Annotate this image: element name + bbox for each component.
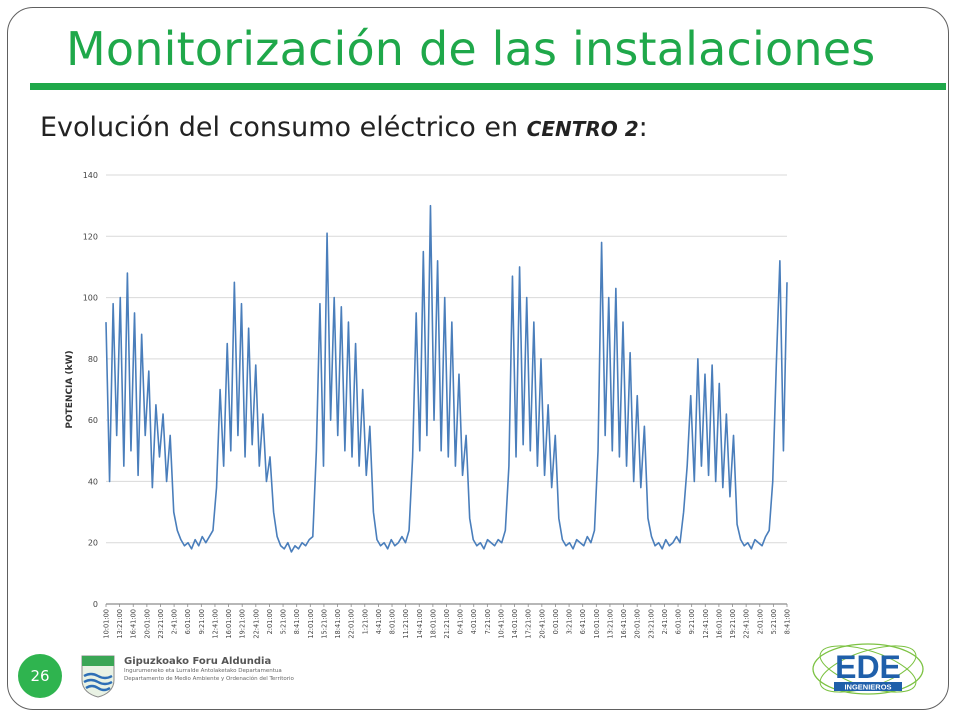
x-tick-label: 6:41:00 [579, 609, 587, 634]
x-tick-label: 6:01:00 [675, 609, 683, 634]
x-tick-label: 19:21:00 [729, 609, 737, 639]
y-tick-label: 80 [88, 355, 98, 364]
x-tick-label: 22:01:00 [348, 609, 356, 639]
x-tick-label: 21:21:00 [443, 609, 451, 639]
x-tick-label: 23:21:00 [647, 609, 655, 639]
x-tick-label: 9:21:00 [688, 609, 696, 634]
gipuzkoa-logo-name: Gipuzkoako Foru Aldundia [124, 656, 272, 667]
y-tick-label: 40 [88, 477, 98, 486]
slide-subtitle: Evolución del consumo eléctrico en CENTR… [40, 112, 648, 143]
x-tick-label: 12:41:00 [211, 609, 219, 639]
x-tick-label: 18:41:00 [334, 609, 342, 639]
x-tick-label: 3:21:00 [566, 609, 574, 634]
x-tick-label: 7:21:00 [484, 609, 492, 634]
x-tick-label: 22:41:00 [743, 609, 751, 639]
x-tick-label: 19:21:00 [239, 609, 247, 639]
y-tick-label: 60 [88, 416, 98, 425]
page-number-badge: 26 [18, 654, 62, 698]
gipuzkoa-shield-logo [81, 655, 115, 698]
x-tick-label: 16:01:00 [225, 609, 233, 639]
x-tick-label: 8:01:00 [389, 609, 397, 634]
x-tick-label: 8:41:00 [293, 609, 301, 634]
x-tick-label: 23:21:00 [157, 609, 165, 639]
x-tick-label: 0:01:00 [552, 609, 560, 634]
y-tick-label: 120 [83, 232, 98, 241]
y-tick-label: 100 [83, 294, 98, 303]
x-tick-label: 11:21:00 [402, 609, 410, 639]
x-tick-label: 13:21:00 [606, 609, 614, 639]
x-tick-label: 12:41:00 [702, 609, 710, 639]
x-tick-label: 5:21:00 [770, 609, 778, 634]
x-tick-label: 16:41:00 [130, 609, 138, 639]
x-tick-label: 2:41:00 [171, 609, 179, 634]
chart-x-tick-labels: 10:01:00 13:21:00 16:41:00 20:01:00 23:21:00… [103, 604, 792, 639]
chart-series [105, 204, 788, 553]
gipuzkoa-logo-text: Gipuzkoako Foru Aldundia Ingurumeneko et… [124, 656, 294, 683]
x-tick-label: 10:41:00 [497, 609, 505, 639]
x-tick-label: 2:01:00 [266, 609, 274, 634]
x-tick-label: 15:21:00 [320, 609, 328, 639]
x-tick-label: 20:01:00 [143, 609, 151, 639]
subtitle-suffix: : [638, 112, 648, 143]
y-axis-label: POTENCIA (kW) [65, 350, 75, 428]
ede-logo-subtext: INGENIEROS [844, 683, 891, 692]
subtitle-emphasis: CENTRO 2 [526, 117, 639, 141]
power-consumption-chart: 0 20 40 60 80 100 120 140 10:01:00 13:21:00 16:41… [65, 171, 792, 639]
x-tick-label: 10:01:00 [103, 609, 111, 639]
x-tick-label: 2:01:00 [756, 609, 764, 634]
y-tick-label: 20 [88, 539, 98, 548]
x-tick-label: 13:21:00 [116, 609, 124, 639]
x-tick-label: 22:41:00 [252, 609, 260, 639]
x-tick-label: 20:01:00 [634, 609, 642, 639]
x-tick-label: 10:01:00 [593, 609, 601, 639]
x-tick-label: 9:21:00 [198, 609, 206, 634]
ede-logo-mark: EDE [835, 649, 901, 685]
subtitle-prefix: Evolución del consumo eléctrico en [40, 112, 527, 143]
x-tick-label: 18:01:00 [429, 609, 437, 639]
x-tick-label: 17:21:00 [525, 609, 533, 639]
x-tick-label: 14:01:00 [511, 609, 519, 639]
x-tick-label: 14:41:00 [416, 609, 424, 639]
gipuzkoa-logo-line2: Departamento de Medio Ambiente y Ordenac… [124, 676, 294, 682]
chart-y-tick-labels: 0 20 40 60 80 100 120 140 [83, 171, 98, 609]
slide-frame [7, 7, 949, 710]
x-tick-label: 5:21:00 [280, 609, 288, 634]
x-tick-label: 12:01:00 [307, 609, 315, 639]
x-tick-label: 16:01:00 [715, 609, 723, 639]
x-tick-label: 2:41:00 [661, 609, 669, 634]
x-tick-label: 1:21:00 [361, 609, 369, 634]
x-tick-label: 20:41:00 [538, 609, 546, 639]
series-line-0 [105, 204, 788, 553]
x-tick-label: 0:41:00 [457, 609, 465, 634]
title-underline [30, 83, 946, 90]
slide-title: Monitorización de las instalaciones [66, 22, 876, 76]
ede-ingenieros-logo: EDE INGENIEROS [812, 643, 924, 695]
y-tick-label: 0 [93, 600, 98, 609]
x-tick-label: 4:01:00 [470, 609, 478, 634]
x-tick-label: 6:01:00 [184, 609, 192, 634]
x-tick-label: 8:41:00 [784, 609, 792, 634]
x-tick-label: 16:41:00 [620, 609, 628, 639]
x-tick-label: 4:41:00 [375, 609, 383, 634]
gipuzkoa-logo-line1: Ingurumeneko eta Lurralde Antolaketako D… [124, 668, 282, 674]
y-tick-label: 140 [83, 171, 98, 180]
